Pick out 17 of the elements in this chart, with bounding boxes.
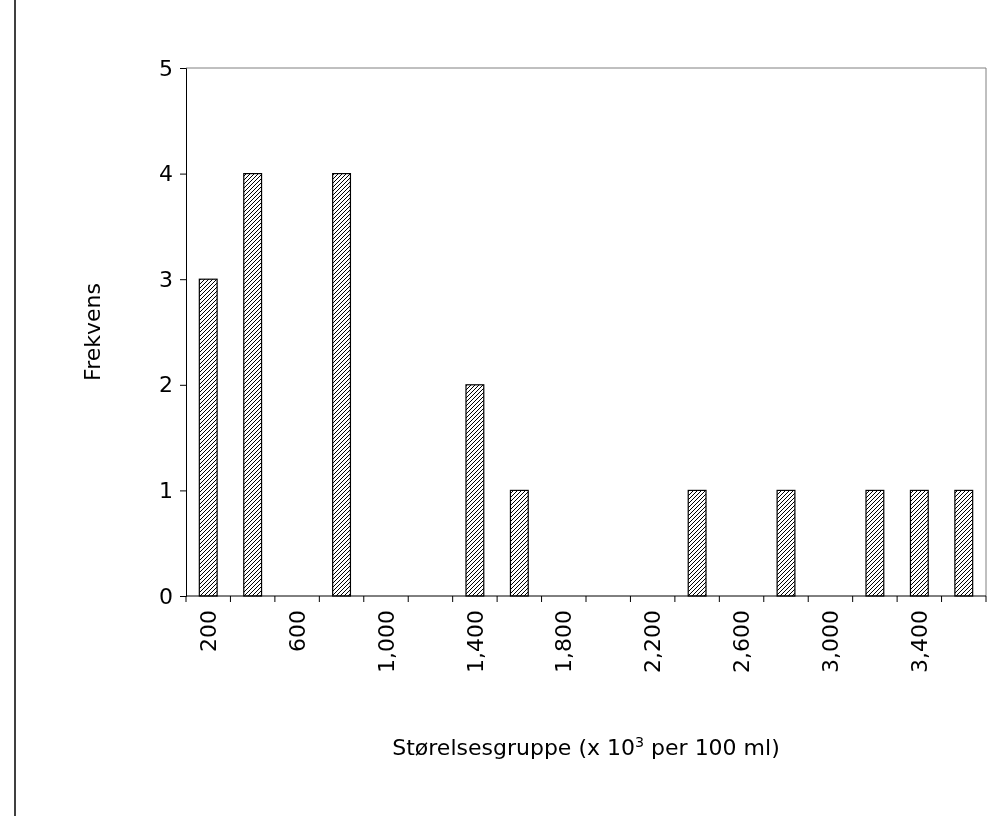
y-tick-label: 4	[159, 161, 173, 187]
x-tick-label: 1,000	[373, 610, 399, 673]
x-tick-label: 1,800	[551, 610, 577, 673]
y-tick-label: 5	[159, 55, 173, 81]
y-tick-label: 3	[159, 266, 173, 292]
y-axis-title: Frekvens	[80, 283, 105, 381]
x-axis-title: Størelsesgruppe (x 10$^{3}$ per 100 ml)	[392, 734, 780, 760]
y-tick-label: 1	[159, 477, 173, 503]
x-tick-label: 2,200	[640, 610, 666, 673]
x-tick-label: 3,000	[818, 610, 844, 673]
x-tick-label: 3,400	[907, 610, 933, 673]
x-tick-label: 200	[195, 610, 221, 652]
x-tick-label: 2,600	[729, 610, 755, 673]
y-tick-label: 0	[159, 583, 173, 609]
y-tick-label: 2	[159, 372, 173, 398]
x-tick-label: 600	[284, 610, 310, 652]
x-tick-label: 1,400	[462, 610, 488, 673]
